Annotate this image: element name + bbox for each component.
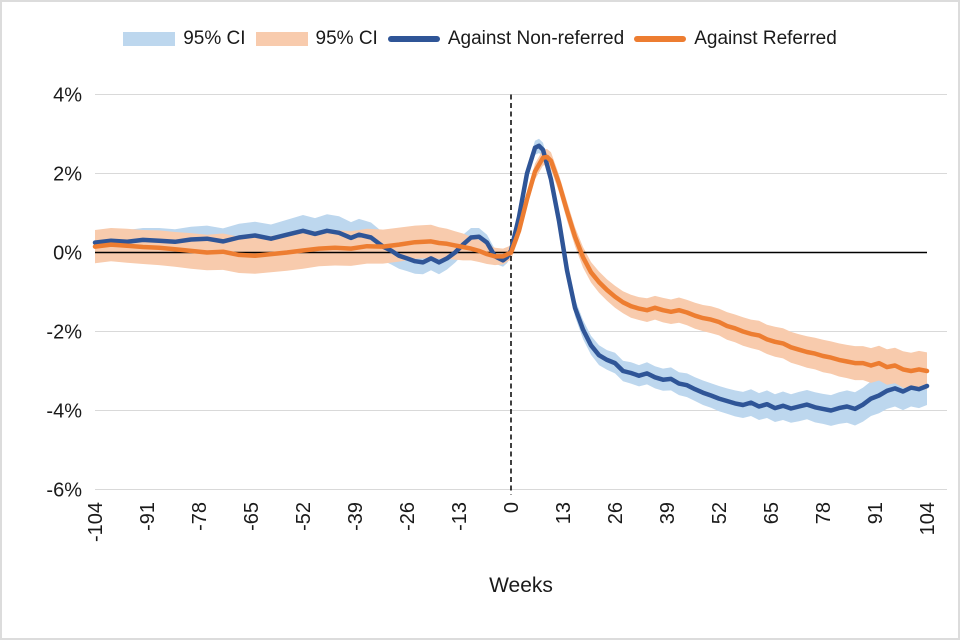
x-tick-label-39: 39 <box>657 502 679 524</box>
legend-against-non-referred-swatch-icon <box>387 36 440 42</box>
ci-band-non-referred <box>95 138 927 426</box>
x-axis-title: Weeks <box>489 574 553 597</box>
x-tick-label--65: -65 <box>241 502 263 531</box>
x-tick-label--78: -78 <box>189 502 211 531</box>
x-tick-label-104: 104 <box>917 502 939 535</box>
x-tick-label-0: 0 <box>501 502 523 513</box>
y-tick-label-4: 4% <box>53 85 82 107</box>
legend: 95% CI 95% CI Against Non-referred Against … <box>2 28 958 50</box>
legend-against-referred-label: Against Referred <box>694 28 837 49</box>
legend-ci-nonreferred-label: 95% CI <box>183 28 246 49</box>
legend-ci-referred-label: 95% CI <box>315 28 378 49</box>
y-tick-label--6: -6% <box>46 480 82 502</box>
legend-against-referred: Against Referred <box>634 28 837 50</box>
x-tick-label-13: 13 <box>553 502 575 524</box>
y-tick-label--2: -2% <box>46 322 82 344</box>
x-tick-label--13: -13 <box>449 502 471 531</box>
legend-ci-referred-swatch-icon <box>255 32 308 46</box>
legend-against-non-referred: Against Non-referred <box>387 28 625 50</box>
x-tick-label-52: 52 <box>709 502 731 524</box>
legend-against-non-referred-label: Against Non-referred <box>447 28 625 49</box>
legend-ci-nonreferred: 95% CI <box>123 28 246 50</box>
x-tick-label--39: -39 <box>345 502 367 531</box>
x-tick-label--104: -104 <box>85 502 107 542</box>
x-tick-label-78: 78 <box>813 502 835 524</box>
x-tick-label--91: -91 <box>137 502 159 531</box>
y-tick-label-0: 0% <box>53 243 82 265</box>
x-tick-label-91: 91 <box>865 502 887 524</box>
legend-ci-referred: 95% CI <box>255 28 378 50</box>
legend-ci-nonreferred-swatch-icon <box>123 32 176 46</box>
y-tick-label-2: 2% <box>53 164 82 186</box>
series-line-against-non-referred <box>92 143 930 413</box>
ci-band-referred <box>95 149 927 390</box>
x-tick-label-26: 26 <box>605 502 627 524</box>
x-tick-label--52: -52 <box>293 502 315 531</box>
x-tick-label--26: -26 <box>397 502 419 531</box>
x-tick-label-65: 65 <box>761 502 783 524</box>
legend-against-referred-swatch-icon <box>634 36 687 42</box>
y-tick-label--4: -4% <box>46 401 82 423</box>
series-line-against-referred <box>92 154 930 374</box>
